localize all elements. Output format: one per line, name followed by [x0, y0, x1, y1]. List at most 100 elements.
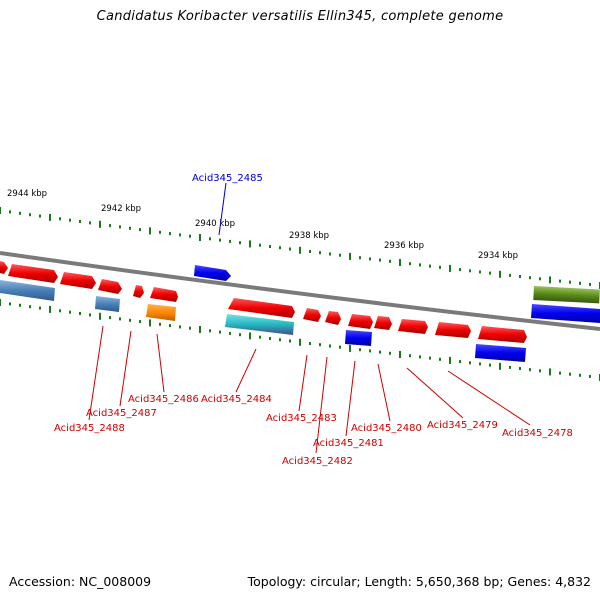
gene-label-acid345-2481[interactable]: Acid345_2481	[313, 438, 384, 449]
kbp-label-2944: 2944 kbp	[7, 189, 47, 199]
minor-tick	[509, 273, 511, 277]
minor-tick	[219, 238, 221, 242]
gene-block[interactable]	[228, 298, 295, 318]
gene-label-acid345-2487[interactable]: Acid345_2487	[86, 408, 157, 419]
minor-tick	[439, 357, 441, 361]
minor-tick	[339, 253, 341, 257]
major-tick	[99, 312, 101, 320]
gene-block[interactable]	[325, 311, 341, 325]
gene-block-blue[interactable]	[531, 304, 600, 323]
minor-tick	[479, 362, 481, 366]
gene-block[interactable]	[303, 308, 321, 322]
minor-tick	[189, 234, 191, 238]
major-tick	[199, 234, 201, 241]
gene-block[interactable]	[478, 326, 527, 343]
gene-block-olive[interactable]	[533, 286, 600, 304]
minor-tick	[289, 247, 291, 251]
minor-tick	[539, 369, 541, 373]
gene-block-left-edge[interactable]	[0, 261, 8, 274]
minor-tick	[179, 325, 181, 329]
major-tick	[299, 338, 301, 346]
gene-block-blue[interactable]	[475, 344, 526, 362]
major-tick	[49, 305, 51, 313]
minor-tick	[329, 344, 331, 348]
major-tick	[499, 362, 501, 370]
major-tick	[549, 368, 551, 376]
kbp-label-2934: 2934 kbp	[478, 251, 518, 261]
minor-tick	[429, 264, 431, 268]
gene-block[interactable]	[98, 279, 122, 294]
major-tick	[399, 259, 401, 266]
minor-tick	[19, 303, 21, 307]
minor-tick	[389, 259, 391, 263]
gene-block[interactable]	[8, 264, 58, 283]
minor-tick	[209, 329, 211, 333]
leader-line-acid345-2486	[156, 333, 165, 393]
genome-summary: Topology: circular; Length: 5,650,368 bp…	[247, 574, 591, 589]
minor-tick	[519, 367, 521, 370]
minor-tick	[409, 354, 411, 358]
gene-block[interactable]	[435, 322, 471, 338]
major-tick	[549, 276, 551, 284]
minor-tick	[39, 214, 41, 218]
genome-backbone	[0, 251, 600, 331]
major-tick	[149, 319, 151, 327]
minor-tick	[229, 331, 231, 335]
minor-tick	[159, 230, 161, 234]
minor-tick	[469, 361, 471, 365]
gene-block[interactable]	[374, 316, 392, 330]
minor-tick	[559, 371, 561, 375]
minor-tick	[119, 317, 121, 321]
minor-tick	[589, 282, 591, 286]
gene-label-acid345-2486[interactable]: Acid345_2486	[128, 394, 199, 405]
gene-label-acid345-2479[interactable]: Acid345_2479	[427, 420, 498, 431]
gene-block[interactable]	[398, 319, 428, 334]
minor-tick	[279, 338, 281, 342]
gene-block-teal[interactable]	[225, 314, 294, 335]
minor-tick	[359, 256, 361, 260]
major-tick	[299, 246, 301, 254]
minor-tick	[129, 318, 131, 322]
minor-tick	[169, 324, 171, 328]
minor-tick	[239, 241, 241, 245]
minor-tick	[79, 220, 81, 223]
gene-label-acid345-2478[interactable]: Acid345_2478	[502, 428, 573, 439]
minor-tick	[589, 374, 591, 378]
minor-tick	[489, 363, 491, 367]
minor-tick	[239, 333, 241, 337]
minor-tick	[69, 310, 71, 314]
minor-tick	[269, 337, 271, 340]
gene-block-orange[interactable]	[146, 304, 176, 321]
gene-block-steel[interactable]	[95, 296, 120, 312]
gene-label-acid345-2483[interactable]: Acid345_2483	[266, 413, 337, 424]
major-tick	[0, 207, 1, 214]
minor-tick	[39, 306, 41, 310]
gene-block[interactable]	[133, 285, 144, 298]
kbp-label-2938: 2938 kbp	[289, 231, 329, 241]
gene-block[interactable]	[150, 287, 178, 302]
minor-tick	[309, 250, 311, 253]
minor-tick	[169, 232, 171, 236]
gene-label-acid345-2488[interactable]: Acid345_2488	[54, 423, 125, 434]
leader-line-acid345-2478	[447, 370, 531, 426]
gene-label-acid345-2480[interactable]: Acid345_2480	[351, 423, 422, 434]
gene-block-acid345-2485[interactable]	[194, 265, 231, 281]
gene-block-blue[interactable]	[345, 330, 372, 346]
gene-label-acid345-2484[interactable]: Acid345_2484	[201, 394, 272, 405]
minor-tick	[159, 322, 161, 326]
minor-tick	[109, 224, 111, 228]
gene-block[interactable]	[60, 272, 96, 289]
minor-tick	[219, 330, 221, 334]
kbp-label-2942: 2942 kbp	[101, 204, 141, 214]
major-tick	[449, 264, 451, 272]
gene-label-acid345-2485[interactable]: Acid345_2485	[192, 173, 263, 184]
minor-tick	[529, 276, 531, 280]
gene-block[interactable]	[348, 314, 373, 329]
gene-block-steel[interactable]	[0, 280, 55, 301]
leader-line-acid345-2482	[315, 356, 328, 454]
scale-ticks	[0, 207, 600, 381]
gene-label-acid345-2482[interactable]: Acid345_2482	[282, 456, 353, 467]
kbp-label-group: 2944 kbp 2942 kbp 2940 kbp 2938 kbp 2936…	[7, 189, 518, 261]
minor-tick	[79, 312, 81, 315]
minor-tick	[109, 316, 111, 320]
